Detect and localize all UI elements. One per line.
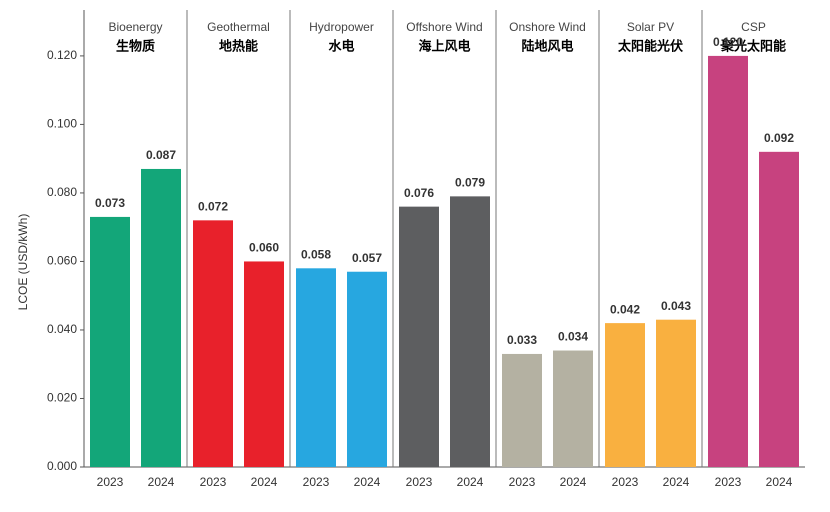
x-tick-label: 2024 [663,475,690,489]
x-tick-label: 2024 [354,475,381,489]
y-tick-label: 0.100 [47,117,77,131]
bar [708,55,748,467]
group-name: Geothermal [207,20,270,34]
group-name: CSP [741,20,766,34]
bar [450,196,490,467]
value-label: 0.043 [661,299,691,313]
value-label: 0.087 [146,148,176,162]
bar [656,319,696,467]
bar [90,216,130,467]
y-tick-label: 0.080 [47,185,77,199]
group-name-zh: 陆地风电 [521,38,573,53]
x-tick-label: 2023 [509,475,536,489]
value-label: 0.057 [352,251,382,265]
y-tick-label: 0.120 [47,48,77,62]
x-tick-label: 2023 [303,475,330,489]
y-tick-label: 0.060 [47,254,77,268]
value-label: 0.060 [249,241,279,255]
group-name: Hydropower [309,20,374,34]
bar [244,261,284,467]
group-name: Bioenergy [108,20,162,34]
bar [502,353,542,467]
value-label: 0.033 [507,333,537,347]
group-name: Onshore Wind [509,20,586,34]
x-tick-label: 2024 [766,475,793,489]
x-tick-label: 2023 [715,475,742,489]
value-label: 0.079 [455,176,485,190]
x-tick-label: 2024 [251,475,278,489]
group-name-zh: 太阳能光伏 [617,38,683,53]
value-label: 0.092 [764,131,794,145]
value-label: 0.042 [610,302,640,316]
x-tick-label: 2023 [97,475,124,489]
group-name-zh: 地热能 [219,38,258,53]
value-label: 0.076 [404,186,434,200]
y-axis-label: LCOE (USD/kWh) [16,214,30,311]
x-tick-label: 2023 [406,475,433,489]
value-label: 0.034 [558,330,588,344]
bar [347,271,387,467]
group-name-zh: 水电 [328,38,354,53]
bar [759,151,799,468]
x-tick-label: 2024 [560,475,587,489]
group-name-zh: 海上风电 [418,38,470,53]
value-label: 0.073 [95,196,125,210]
group-name: Offshore Wind [406,20,482,34]
x-tick-label: 2024 [457,475,484,489]
x-tick-label: 2023 [612,475,639,489]
y-tick-label: 0.020 [47,391,77,405]
bar [193,220,233,467]
bar [553,350,593,467]
bar [399,206,439,467]
bar [141,168,181,467]
value-label: 0.120 [713,35,743,49]
y-tick-label: 0.040 [47,322,77,336]
x-tick-label: 2024 [148,475,175,489]
y-tick-label: 0.000 [47,459,77,473]
group-name-zh: 聚光太阳能 [720,38,786,53]
value-label: 0.058 [301,247,331,261]
group-name: Solar PV [627,20,674,34]
value-label: 0.072 [198,200,228,214]
x-tick-label: 2023 [200,475,227,489]
group-name-zh: 生物质 [116,38,155,53]
bar [605,323,645,467]
bar [296,268,336,467]
